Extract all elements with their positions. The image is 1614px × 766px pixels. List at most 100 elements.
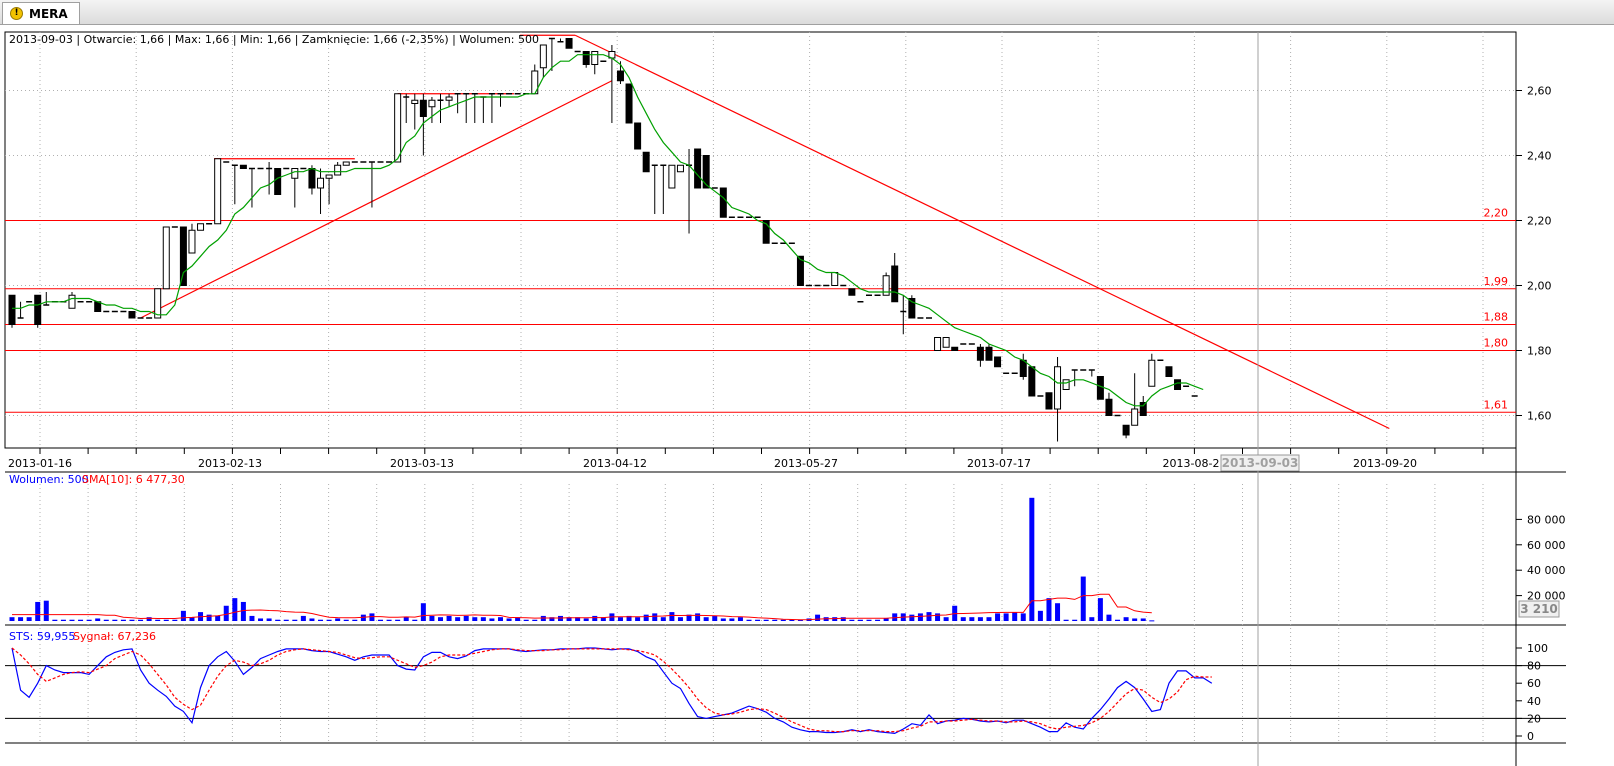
volume-bar bbox=[69, 619, 75, 621]
candle-up bbox=[676, 164, 684, 173]
volume-bar bbox=[120, 619, 126, 621]
x-tick-label: 2013-02-13 bbox=[198, 457, 262, 470]
volume-bar bbox=[335, 618, 341, 621]
candle-up bbox=[668, 164, 676, 189]
candle-up bbox=[325, 174, 333, 179]
candle-down bbox=[1096, 376, 1104, 400]
volume-bar bbox=[438, 617, 443, 621]
candle-down bbox=[565, 38, 573, 49]
volume-bar bbox=[943, 617, 949, 621]
volume-bar bbox=[369, 613, 375, 621]
volume-bar bbox=[463, 615, 469, 621]
candle-up bbox=[942, 337, 950, 348]
volume-bar bbox=[592, 615, 598, 621]
candle-down bbox=[239, 164, 247, 169]
volume-bar bbox=[566, 617, 572, 621]
volume-bar bbox=[95, 618, 101, 621]
sts-y-tick-label: 0 bbox=[1527, 730, 1534, 743]
price-sma-line bbox=[12, 54, 1204, 407]
volume-bar bbox=[266, 618, 272, 621]
volume-bar bbox=[360, 614, 366, 621]
volume-y-tick-label: 20 000 bbox=[1527, 590, 1566, 603]
x-tick-label: 2013-09-20 bbox=[1353, 457, 1417, 470]
volume-bar bbox=[1063, 619, 1069, 621]
trend-line bbox=[140, 80, 613, 319]
candle-up bbox=[68, 294, 76, 309]
volume-bar bbox=[729, 618, 735, 621]
volume-bar bbox=[935, 613, 941, 621]
candle-up bbox=[445, 96, 453, 101]
volume-bar bbox=[703, 617, 709, 621]
sts-legend: STS: 59,955 bbox=[9, 630, 75, 643]
volume-bar bbox=[412, 619, 418, 621]
volume-bar bbox=[635, 617, 641, 621]
volume-bar bbox=[326, 619, 332, 621]
volume-bar bbox=[223, 605, 229, 621]
price-y-tick-label: 2,60 bbox=[1527, 85, 1552, 98]
volume-bar bbox=[532, 619, 538, 621]
volume-bar bbox=[232, 598, 238, 621]
volume-bar bbox=[129, 619, 135, 621]
candle-down bbox=[1139, 402, 1147, 416]
volume-bar bbox=[652, 613, 658, 621]
volume-bar bbox=[1080, 576, 1086, 621]
volume-bar bbox=[43, 600, 49, 621]
volume-bar bbox=[677, 617, 683, 621]
volume-bar bbox=[669, 612, 675, 621]
x-tick-label: 2013-04-12 bbox=[583, 457, 647, 470]
candle-up bbox=[934, 337, 942, 351]
volume-bar bbox=[138, 619, 144, 621]
price-y-tick-label: 1,60 bbox=[1527, 410, 1552, 423]
stochastic-chart bbox=[5, 647, 1566, 735]
candle-up bbox=[291, 168, 299, 179]
volume-bar bbox=[892, 613, 898, 621]
volume-bar bbox=[472, 617, 478, 621]
candle-down bbox=[985, 346, 993, 361]
chart-area[interactable]: 2,20 1,99 1,88 1,80 1,61 2,60 2,40 2,20 2,00 1,8… bbox=[0, 24, 1614, 766]
volume-bar bbox=[575, 617, 581, 621]
volume-bar bbox=[497, 617, 503, 621]
volume-chart bbox=[9, 497, 1155, 622]
volume-bar bbox=[617, 617, 623, 621]
candle-down bbox=[951, 346, 959, 351]
sts-y-tick-label: 100 bbox=[1527, 642, 1548, 655]
price-y-tick-label: 2,20 bbox=[1527, 215, 1552, 228]
candle-down bbox=[8, 294, 16, 325]
price-chart: 2,20 1,99 1,88 1,80 1,61 bbox=[5, 34, 1516, 442]
sts-y-tick-label: 40 bbox=[1527, 695, 1541, 708]
volume-bar bbox=[746, 619, 752, 621]
candle-up bbox=[539, 44, 547, 69]
candle-up bbox=[214, 158, 222, 225]
volume-y-tick-label: 80 000 bbox=[1527, 513, 1566, 526]
volume-bar bbox=[429, 615, 435, 621]
volume-bar bbox=[1132, 618, 1138, 621]
volume-bar bbox=[386, 619, 392, 621]
candle-down bbox=[179, 226, 187, 286]
tab-mera[interactable]: ! MERA bbox=[2, 2, 80, 24]
volume-bar bbox=[318, 619, 324, 621]
candle-down bbox=[1028, 366, 1036, 397]
volume-bar bbox=[455, 617, 461, 621]
candle-up bbox=[1062, 379, 1070, 390]
x-tick-label: 2013-03-13 bbox=[390, 457, 454, 470]
candle-up bbox=[428, 99, 436, 108]
volume-bar bbox=[378, 619, 384, 621]
volume-bar bbox=[969, 617, 975, 621]
volume-bar bbox=[1123, 617, 1129, 621]
candle-up bbox=[197, 223, 205, 231]
volume-bar bbox=[395, 619, 401, 621]
volume-bar bbox=[995, 613, 1001, 621]
volume-bar bbox=[763, 619, 769, 621]
candle-down bbox=[762, 220, 770, 244]
volume-bar bbox=[420, 603, 426, 621]
candle-up bbox=[1131, 408, 1139, 426]
volume-y-tick-label: 60 000 bbox=[1527, 539, 1566, 552]
sts-y-tick-label: 80 bbox=[1527, 660, 1541, 673]
candle-down bbox=[694, 148, 702, 189]
volume-bar bbox=[1046, 598, 1052, 621]
ohlc-info: 2013-09-03 | Otwarcie: 1,66 | Max: 1,66 … bbox=[9, 33, 539, 46]
candle-down bbox=[976, 346, 984, 361]
candle-up bbox=[334, 164, 342, 176]
x-tick-label: 2013-07-17 bbox=[967, 457, 1031, 470]
volume-bar bbox=[1097, 598, 1103, 621]
